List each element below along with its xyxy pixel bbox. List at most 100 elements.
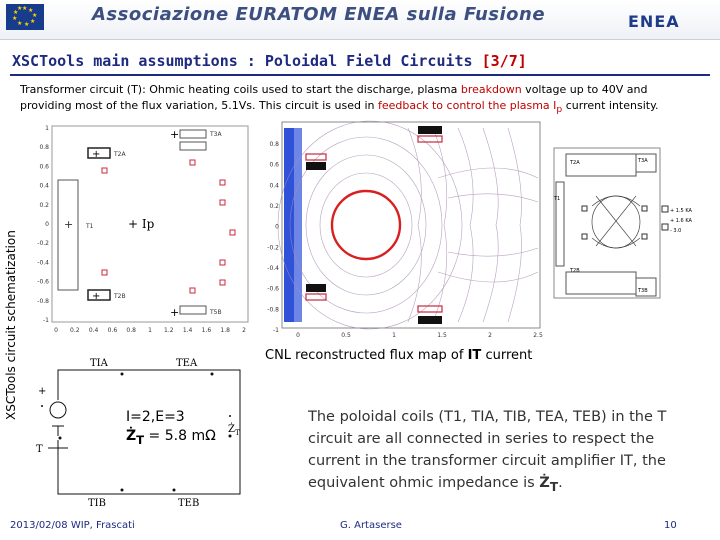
flux-map-y-tick-label: -1 xyxy=(273,327,279,334)
left-plot-x-tick-label: 1.4 xyxy=(183,327,193,334)
left-plot-x-tick-label: 0.6 xyxy=(108,327,118,334)
poloidal-z-sub: T xyxy=(549,479,559,494)
intro-part1: Transformer circuit (T): Ohmic heating c… xyxy=(20,83,461,96)
caption-it: IT xyxy=(467,348,482,363)
coil-label-t2b: T2B xyxy=(113,293,126,300)
poloidal-z: Ż xyxy=(539,475,550,491)
flux-map-y-tick-label: 0 xyxy=(275,224,279,231)
circuit-label-tib: TIB xyxy=(88,498,106,509)
left-plot-y-tick-label: 0.2 xyxy=(39,202,49,209)
svg-text:+: + xyxy=(64,218,73,231)
title-rule xyxy=(10,74,710,76)
coil-geometry-svg: + + + + + + Ip T1 T3A T2A T2B T5B 1 0.8 0.… xyxy=(37,125,249,334)
schem-val-1: + 1.5 KA xyxy=(670,208,693,214)
flux-map-y-tick-label: 0.4 xyxy=(269,182,279,189)
circuit-zt-sub: T xyxy=(235,429,240,437)
eq-line1: I=2,E=3 xyxy=(126,409,185,425)
left-plot-y-tick-label: 0.4 xyxy=(39,183,49,190)
coil-label-t1: T1 xyxy=(85,223,94,230)
schem-val-2: + 1.6 KA xyxy=(670,218,693,224)
flux-map-x-tick-label: 1.5 xyxy=(437,332,447,339)
circuit-diagram: + TIA TEA T ŻT TIB TEB xyxy=(30,352,252,510)
schem-t3a: T3A xyxy=(637,158,648,164)
footer-author: G. Artaserse xyxy=(340,520,402,531)
left-plot-x-tick-label: 2 xyxy=(242,327,246,334)
left-plot-y-tick-label: 0.8 xyxy=(39,144,49,151)
coil-label-t5b: T5B xyxy=(209,309,222,316)
left-plot-y-tick-label: -0.2 xyxy=(37,240,49,247)
flux-map-y-tick-label: -0.4 xyxy=(267,265,279,272)
coil-schematic-svg: T2A T3A T1 T2B T3B + 1.5 KA + 1.6 KA - 3… xyxy=(553,147,693,299)
footer-date: 2013/02/08 WIP, Frascati xyxy=(10,520,135,531)
coil-label-t3a: T3A xyxy=(209,131,222,138)
flux-map-x-tick-label: 1 xyxy=(392,332,396,339)
flux-map-caption: CNL reconstructed flux map of IT current xyxy=(265,348,532,363)
footer-page-number: 10 xyxy=(664,520,677,531)
flux-map-x-tick-label: 0 xyxy=(296,332,300,339)
schem-t1: T1 xyxy=(553,196,560,202)
left-plot-x-tick-label: 1.6 xyxy=(202,327,212,334)
circuit-label-tea: TEA xyxy=(176,358,198,369)
left-plot-x-tick-label: 1.2 xyxy=(164,327,174,334)
schem-t3b: T3B xyxy=(637,288,648,294)
flux-map-x-tick-label: 2.5 xyxy=(533,332,543,339)
left-plot-y-tick-label: 0 xyxy=(45,221,49,228)
flux-map-y-tick-label: -0.2 xyxy=(267,244,279,251)
left-plot-y-tick-label: -0.4 xyxy=(37,259,49,266)
schem-t2a: T2A xyxy=(569,160,580,166)
flux-map-plot: 0.8 0.6 0.4 0.2 0 -0.2 -0.4 -0.6 -0.8 -1 0 0.5 1 1.5… xyxy=(258,118,546,340)
schem-val-3: - 3.0 xyxy=(670,228,681,234)
circuit-label-tia: TIA xyxy=(90,358,109,369)
intro-text: Transformer circuit (T): Ohmic heating c… xyxy=(20,82,700,118)
svg-text:+: + xyxy=(38,386,46,397)
org-name: Associazione EURATOM ENEA sulla Fusione xyxy=(92,4,546,25)
flux-map-y-tick-label: -0.8 xyxy=(267,306,279,313)
left-plot-y-tick-label: 1 xyxy=(45,125,49,132)
slide-title-ref: [3/7] xyxy=(481,52,527,70)
circuit-equations: I=2,E=3 ŻT = 5.8 mΩ xyxy=(126,408,216,450)
circuit-zt-main: Ż xyxy=(228,423,235,435)
slide-title: XSCTools main assumptions : Poloidal Fie… xyxy=(12,52,527,70)
left-plot-x-tick-label: 1.8 xyxy=(220,327,230,334)
intro-ip-sub: p xyxy=(556,104,563,116)
eq-z: Ż xyxy=(126,428,137,444)
flux-map-y-tick-label: 0.8 xyxy=(269,141,279,148)
circuit-label-teb: TEB xyxy=(178,498,199,509)
intro-part4: feedback to control the plasma I xyxy=(377,99,557,112)
left-plot-x-tick-label: 0 xyxy=(54,327,58,334)
flux-map-y-tick-label: -0.6 xyxy=(267,286,279,293)
flux-map-y-tick-label: 0.2 xyxy=(269,203,279,210)
left-plot-y-tick-label: -0.8 xyxy=(37,298,49,305)
caption-part2: current xyxy=(481,348,533,363)
side-label: XSCTools circuit schematization xyxy=(4,230,18,420)
svg-text:+: + xyxy=(170,128,179,141)
circuit-svg: + TIA TEA T ŻT TIB TEB xyxy=(36,358,241,509)
flux-map-y-tick-label: 0.6 xyxy=(269,162,279,169)
left-plot-x-tick-label: 0.4 xyxy=(89,327,99,334)
flux-map-x-tick-label: 2 xyxy=(488,332,492,339)
flux-map-x-tick-label: 0.5 xyxy=(341,332,351,339)
coil-label-t2a: T2A xyxy=(113,151,126,158)
left-plot-x-tick-label: 0.8 xyxy=(126,327,136,334)
flux-map-svg: 0.8 0.6 0.4 0.2 0 -0.2 -0.4 -0.6 -0.8 -1 0 0.5 1 1.5… xyxy=(267,120,543,339)
svg-text:+: + xyxy=(92,149,100,160)
left-plot-x-tick-label: 1 xyxy=(148,327,152,334)
svg-text:+: + xyxy=(92,291,100,302)
eq-value: = 5.8 mΩ xyxy=(144,428,216,444)
eq-z-sub: T xyxy=(136,432,145,447)
circuit-label-zt: ŻT xyxy=(228,423,240,437)
intro-feedback: feedback to control the plasma Ip xyxy=(377,99,563,116)
poloidal-end: . xyxy=(558,475,563,491)
left-plot-y-tick-label: -0.6 xyxy=(37,279,49,286)
left-plot-y-tick-label: -1 xyxy=(43,317,49,324)
intro-part3: voltage up to 40V and providing most of … xyxy=(20,83,648,112)
eu-flag-icon: ★ ★ ★ ★ ★ ★ ★ ★ ★ xyxy=(6,4,44,30)
intro-breakdown: breakdown xyxy=(460,83,522,96)
enea-logo: ENEA xyxy=(628,12,680,31)
eq-line2: ŻT = 5.8 mΩ xyxy=(126,427,216,450)
left-plot-x-tick-label: 0.2 xyxy=(70,327,80,334)
circuit-label-t: T xyxy=(36,444,43,455)
plasma-ip-label: + Ip xyxy=(128,217,155,231)
header-banner: ★ ★ ★ ★ ★ ★ ★ ★ ★ Associazione EURATOM ENEA su… xyxy=(0,0,720,40)
svg-text:+: + xyxy=(170,306,179,319)
